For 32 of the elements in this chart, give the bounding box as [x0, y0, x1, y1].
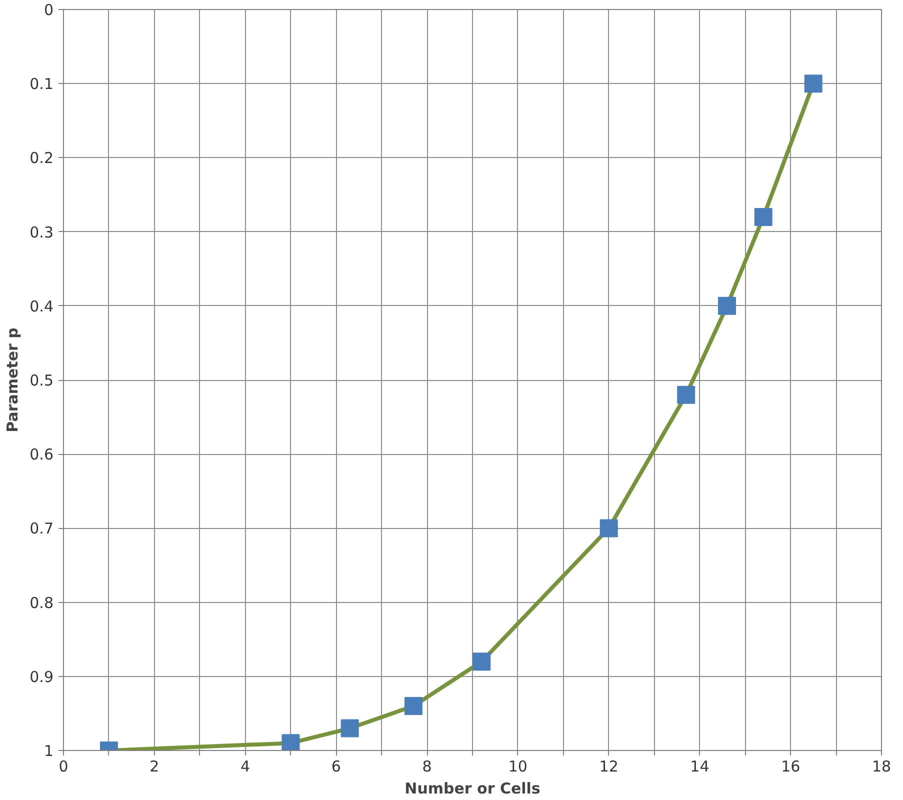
- point: [718, 296, 736, 315]
- y-tick-label: 0.6: [30, 446, 54, 464]
- point: [404, 697, 422, 716]
- x-tick-label: 10: [508, 758, 528, 776]
- point: [600, 519, 618, 538]
- point: [340, 719, 359, 738]
- y-tick-label: 0.9: [30, 668, 54, 686]
- y-tick-label: 0: [44, 1, 54, 19]
- x-tick-label: 0: [58, 758, 68, 776]
- y-tick-label: 0.5: [30, 372, 54, 390]
- x-tick-label: 4: [240, 758, 250, 776]
- x-tick-label: 2: [150, 758, 160, 776]
- point: [472, 652, 491, 671]
- y-axis-title: Parameter p: [4, 327, 22, 432]
- y-tick-label: 0.4: [30, 297, 54, 316]
- y-tick-label: 0.2: [30, 149, 54, 168]
- y-tick-label: 0.3: [30, 223, 54, 242]
- x-axis-title: Number or Cells: [404, 780, 540, 798]
- point: [677, 386, 696, 404]
- x-tick-label: 16: [781, 758, 800, 776]
- x-tick-label: 12: [599, 758, 618, 776]
- x-tick-label: 14: [690, 758, 710, 776]
- point: [804, 74, 822, 93]
- y-tick-label: 0.8: [30, 594, 54, 612]
- point: [754, 208, 772, 226]
- x-tick-label: 6: [331, 758, 341, 776]
- y-tick-label: 1: [44, 742, 54, 760]
- x-tick-label: 18: [872, 758, 892, 776]
- y-tick-label: 0.1: [30, 75, 54, 94]
- y-tick-label: 0.7: [30, 520, 54, 538]
- point: [282, 734, 300, 750]
- x-tick-label: 8: [422, 758, 432, 776]
